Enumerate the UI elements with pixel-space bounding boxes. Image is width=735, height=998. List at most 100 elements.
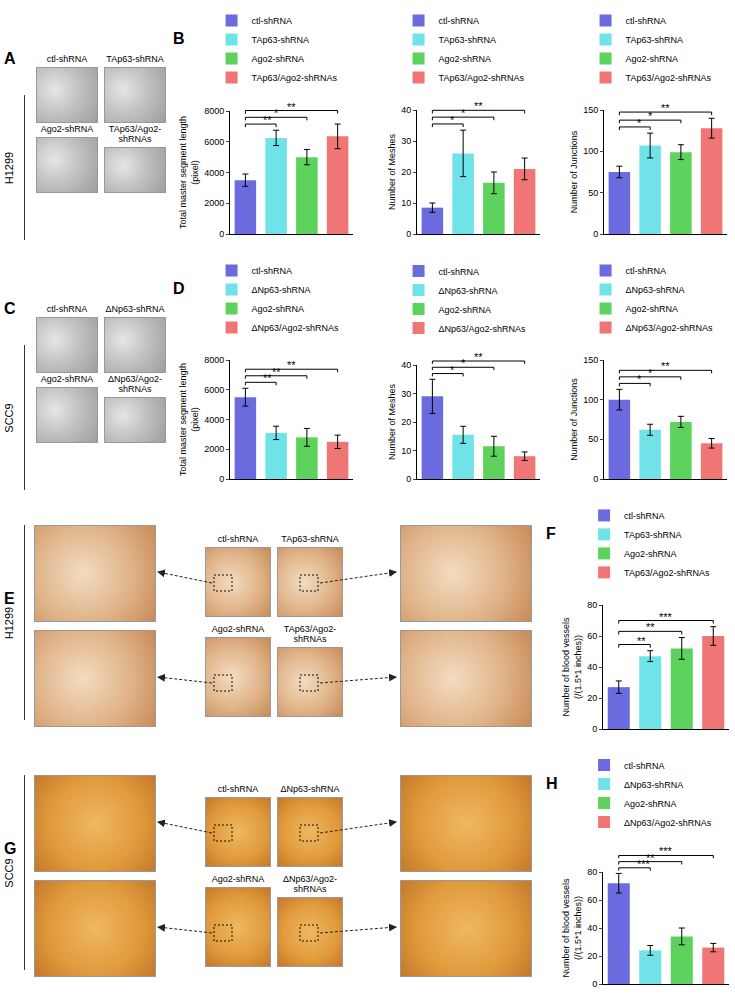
- svg-text:20: 20: [587, 693, 597, 703]
- svg-text:*: *: [461, 357, 466, 369]
- svg-text:***: ***: [659, 611, 673, 623]
- svg-text:ctl-shRNA: ctl-shRNA: [252, 16, 293, 26]
- svg-text:150: 150: [583, 355, 598, 365]
- svg-text:**: **: [646, 621, 655, 633]
- svg-text:Number of blood vessels(/(1.5*: Number of blood vessels(/(1.5*1 inches)): [561, 878, 583, 978]
- svg-text:*: *: [274, 107, 279, 119]
- svg-text:ΔNp63/Ago2-shRNAs: ΔNp63/Ago2-shRNAs: [624, 817, 712, 827]
- svg-text:Ago2-shRNA: Ago2-shRNA: [626, 54, 679, 64]
- svg-text:**: **: [661, 102, 670, 114]
- svg-text:0: 0: [592, 724, 597, 734]
- svg-text:ΔNp63-shRNA: ΔNp63-shRNA: [439, 286, 498, 296]
- svg-text:Ago2-shRNA: Ago2-shRNA: [439, 54, 492, 64]
- svg-text:4000: 4000: [204, 415, 224, 425]
- svg-text:20: 20: [401, 417, 411, 427]
- svg-text:TAp63-shRNA: TAp63-shRNA: [624, 530, 681, 540]
- svg-text:TAp63/Ago2-shRNAs: TAp63/Ago2-shRNAs: [439, 73, 525, 83]
- svg-text:0: 0: [406, 474, 411, 484]
- svg-text:*: *: [648, 110, 653, 122]
- svg-text:**: **: [661, 360, 670, 372]
- svg-text:ctl-shRNA: ctl-shRNA: [624, 760, 665, 770]
- svg-text:150: 150: [583, 105, 598, 115]
- svg-text:100: 100: [583, 395, 598, 405]
- svg-text:2000: 2000: [204, 444, 224, 454]
- svg-text:*: *: [637, 373, 642, 385]
- svg-text:ctl-shRNA: ctl-shRNA: [626, 16, 667, 26]
- svg-text:ctl-shRNA: ctl-shRNA: [439, 16, 480, 26]
- svg-text:0: 0: [593, 229, 598, 239]
- svg-text:6000: 6000: [204, 137, 224, 147]
- svg-text:Number of Junctions: Number of Junctions: [569, 130, 579, 213]
- svg-text:Total master segment length(pi: Total master segment length(pixel): [178, 363, 200, 476]
- svg-text:ΔNp63/Ago2-shRNAs: ΔNp63/Ago2-shRNAs: [252, 323, 340, 333]
- svg-text:TAp63-shRNA: TAp63-shRNA: [252, 35, 309, 45]
- svg-text:**: **: [474, 351, 483, 363]
- svg-text:0: 0: [219, 229, 224, 239]
- svg-text:TAp63-shRNA: TAp63-shRNA: [439, 35, 496, 45]
- svg-text:80: 80: [587, 600, 597, 610]
- svg-text:ΔNp63-shRNA: ΔNp63-shRNA: [626, 285, 685, 295]
- svg-text:2000: 2000: [204, 198, 224, 208]
- svg-text:ΔNp63-shRNA: ΔNp63-shRNA: [624, 779, 683, 789]
- svg-text:0: 0: [593, 474, 598, 484]
- svg-text:60: 60: [587, 895, 597, 905]
- svg-text:***: ***: [637, 858, 651, 870]
- svg-text:8000: 8000: [204, 106, 224, 116]
- svg-text:30: 30: [401, 389, 411, 399]
- svg-text:0: 0: [592, 979, 597, 989]
- svg-text:TAp63/Ago2-shRNAs: TAp63/Ago2-shRNAs: [252, 73, 338, 83]
- svg-text:Number of Meshes: Number of Meshes: [387, 133, 397, 210]
- svg-text:Ago2-shRNA: Ago2-shRNA: [252, 54, 305, 64]
- svg-text:ΔNp63/Ago2-shRNAs: ΔNp63/Ago2-shRNAs: [626, 323, 714, 333]
- svg-text:**: **: [287, 359, 296, 371]
- svg-text:**: **: [287, 101, 296, 113]
- svg-text:10: 10: [401, 198, 411, 208]
- svg-text:Total master segment length(pi: Total master segment length(pixel): [178, 116, 200, 229]
- svg-text:ctl-shRNA: ctl-shRNA: [626, 266, 667, 276]
- svg-text:60: 60: [587, 631, 597, 641]
- svg-text:40: 40: [401, 105, 411, 115]
- svg-text:0: 0: [406, 229, 411, 239]
- svg-text:4000: 4000: [204, 168, 224, 178]
- svg-text:Number of Junctions: Number of Junctions: [569, 378, 579, 461]
- svg-text:30: 30: [401, 136, 411, 146]
- svg-text:*: *: [461, 107, 466, 119]
- svg-text:ctl-shRNA: ctl-shRNA: [624, 511, 665, 521]
- svg-text:40: 40: [587, 662, 597, 672]
- svg-text:**: **: [263, 114, 272, 126]
- svg-text:ΔNp63-shRNA: ΔNp63-shRNA: [252, 285, 311, 295]
- svg-text:80: 80: [587, 867, 597, 877]
- svg-text:**: **: [272, 366, 281, 378]
- svg-text:ΔNp63/Ago2-shRNAs: ΔNp63/Ago2-shRNAs: [439, 324, 527, 334]
- svg-text:20: 20: [401, 167, 411, 177]
- svg-text:Ago2-shRNA: Ago2-shRNA: [439, 305, 492, 315]
- svg-text:***: ***: [659, 845, 673, 857]
- svg-text:100: 100: [583, 146, 598, 156]
- svg-text:8000: 8000: [204, 355, 224, 365]
- svg-text:50: 50: [588, 188, 598, 198]
- svg-text:Ago2-shRNA: Ago2-shRNA: [252, 304, 305, 314]
- svg-text:ctl-shRNA: ctl-shRNA: [252, 266, 293, 276]
- svg-text:**: **: [637, 635, 646, 647]
- svg-text:*: *: [450, 364, 455, 376]
- svg-text:*: *: [450, 114, 455, 126]
- svg-text:**: **: [263, 372, 272, 384]
- svg-text:Ago2-shRNA: Ago2-shRNA: [624, 549, 677, 559]
- svg-text:**: **: [646, 852, 655, 864]
- svg-text:50: 50: [588, 434, 598, 444]
- svg-text:**: **: [474, 100, 483, 112]
- svg-text:Number of Meshes: Number of Meshes: [387, 383, 397, 460]
- svg-text:TAp63/Ago2-shRNAs: TAp63/Ago2-shRNAs: [626, 73, 712, 83]
- svg-text:6000: 6000: [204, 385, 224, 395]
- svg-text:0: 0: [219, 474, 224, 484]
- svg-text:20: 20: [587, 951, 597, 961]
- svg-text:TAp63/Ago2-shRNAs: TAp63/Ago2-shRNAs: [624, 568, 710, 578]
- svg-text:40: 40: [587, 923, 597, 933]
- svg-text:*: *: [648, 367, 653, 379]
- svg-text:Ago2-shRNA: Ago2-shRNA: [624, 798, 677, 808]
- svg-text:Ago2-shRNA: Ago2-shRNA: [626, 304, 679, 314]
- svg-text:ctl-shRNA: ctl-shRNA: [439, 267, 480, 277]
- svg-text:Number of blood vessels(/(1.5*: Number of blood vessels(/(1.5*1 inches)): [561, 617, 583, 717]
- svg-text:*: *: [637, 117, 642, 129]
- svg-text:TAp63-shRNA: TAp63-shRNA: [626, 35, 683, 45]
